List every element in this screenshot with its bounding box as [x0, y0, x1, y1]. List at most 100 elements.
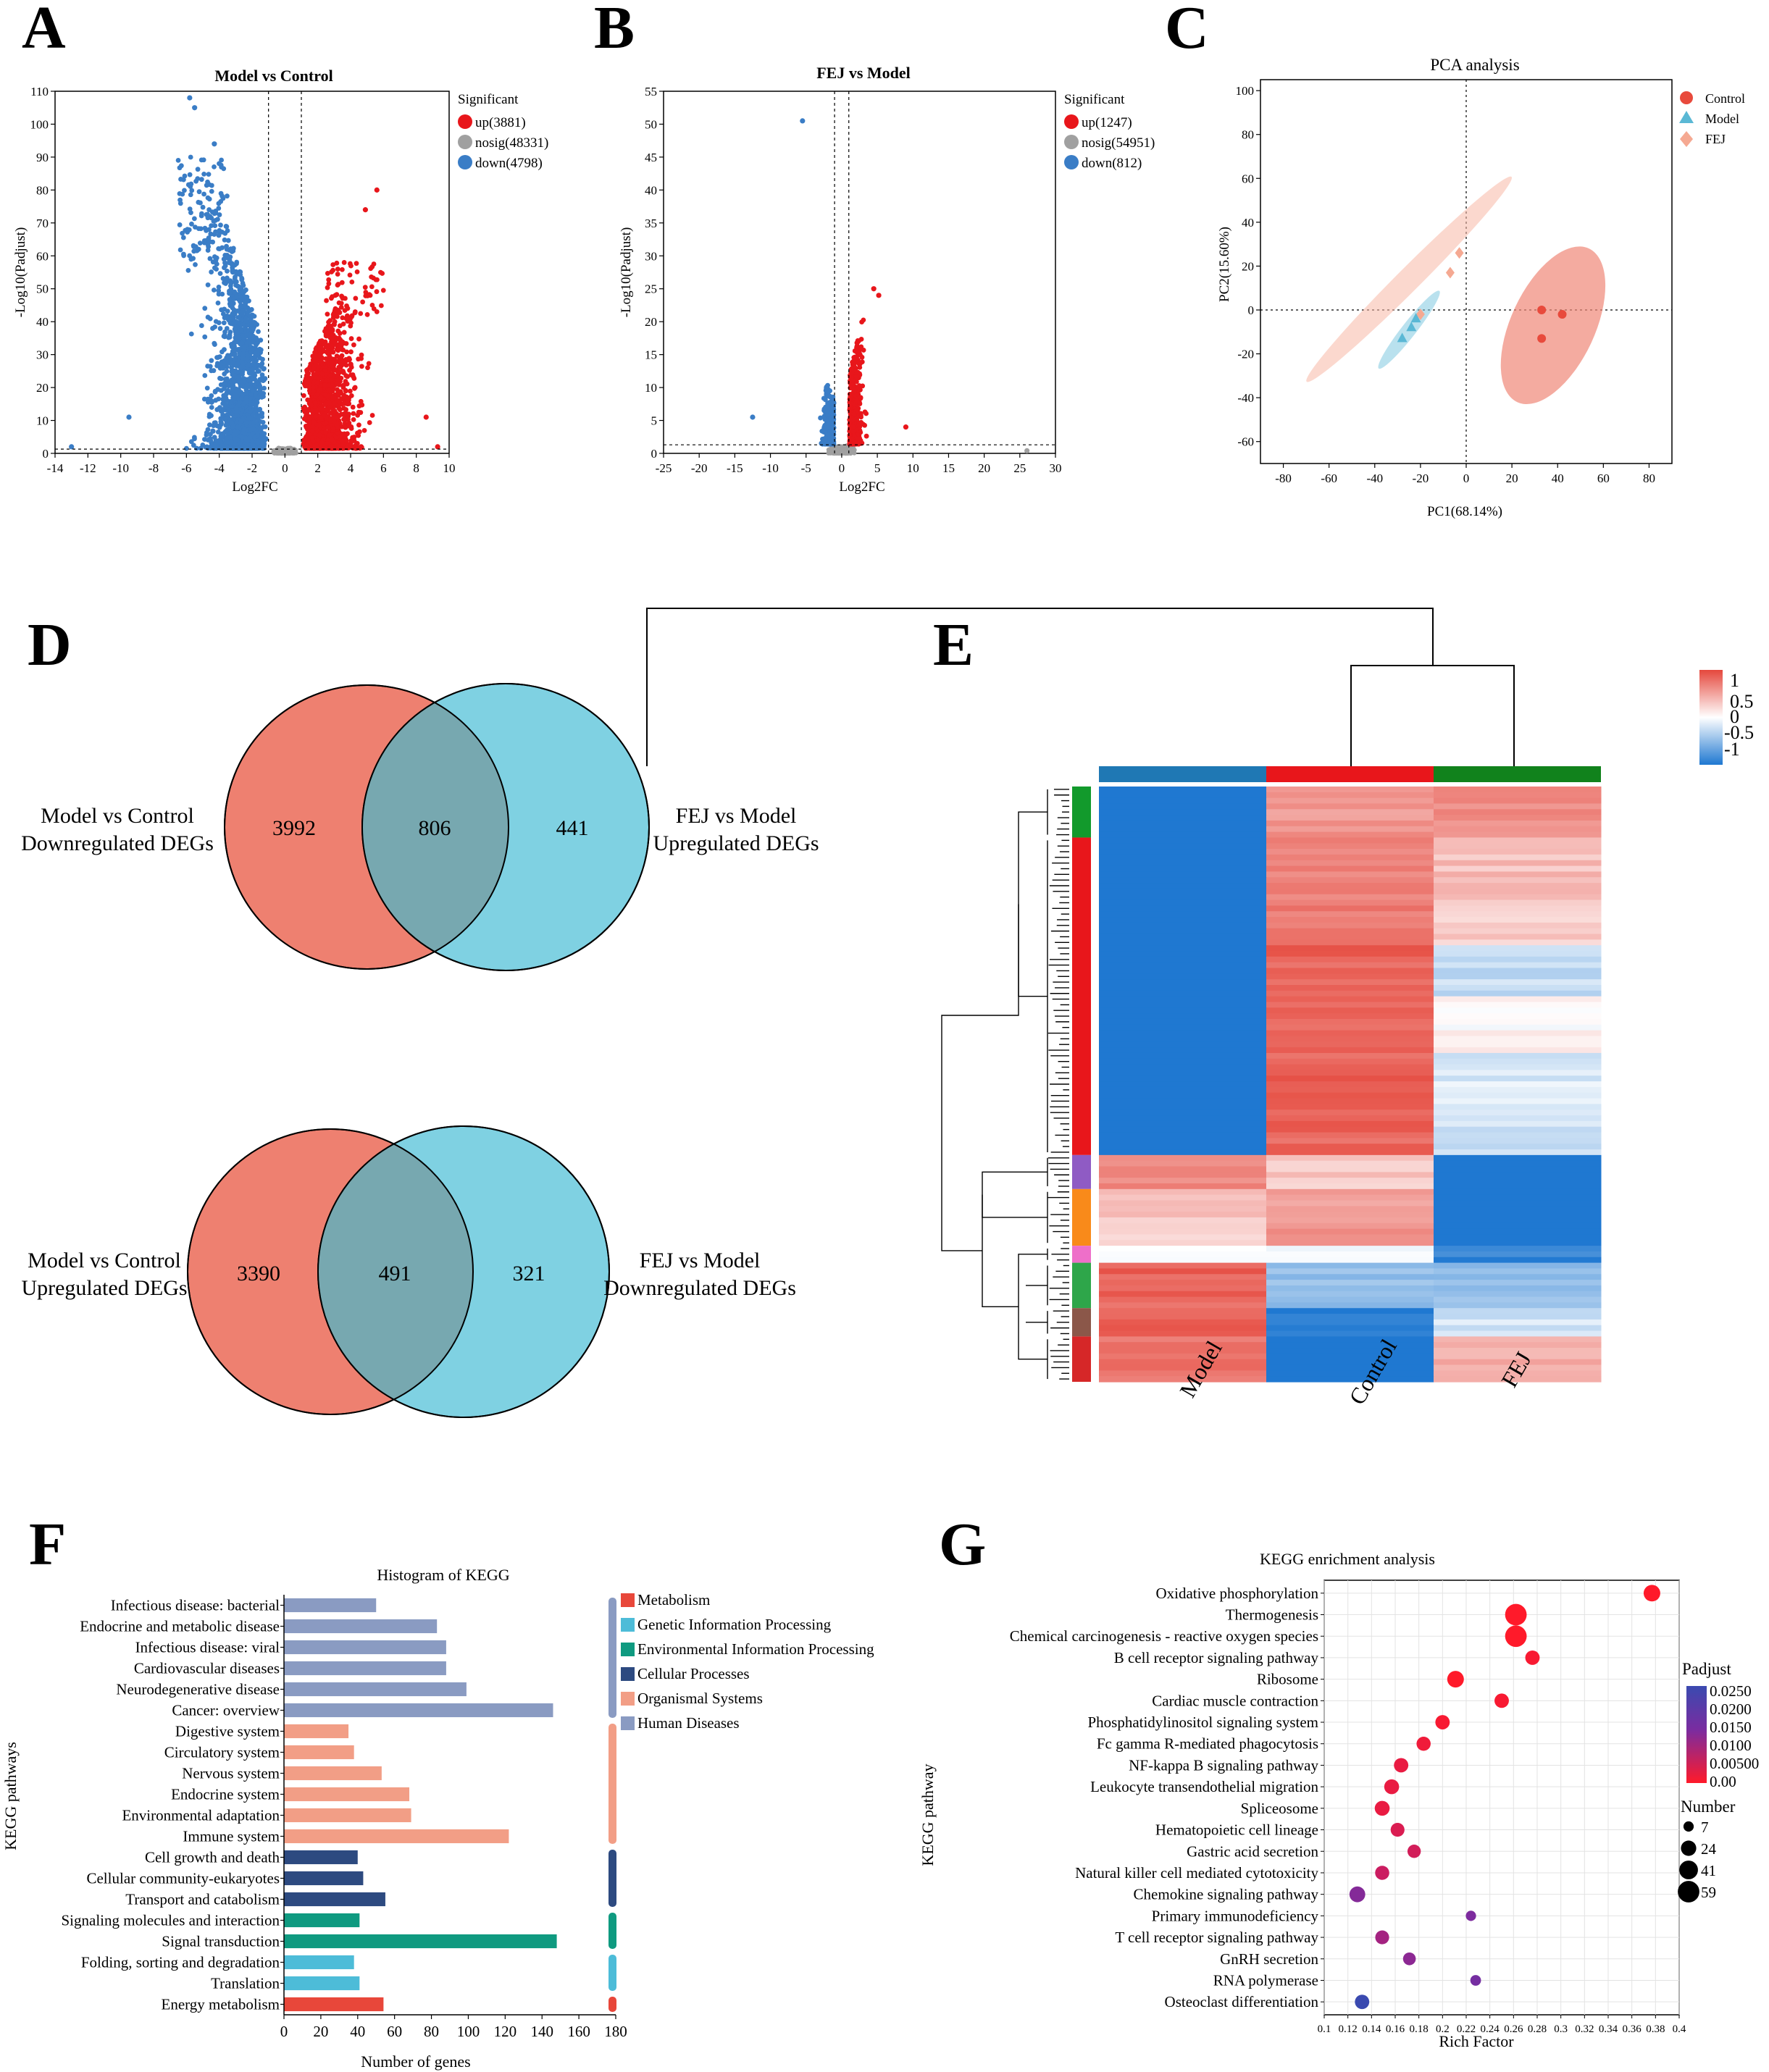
a-point-up	[340, 339, 346, 345]
a-point-up	[339, 353, 345, 358]
a-point-down	[204, 211, 209, 217]
panel-letter-g: G	[939, 1511, 986, 1578]
a-point-down	[249, 386, 255, 392]
a-point-up	[310, 410, 316, 416]
a-point-down	[225, 313, 230, 319]
a-point-down	[240, 309, 246, 314]
a-point-up	[348, 426, 354, 431]
b-point-nosig	[842, 450, 848, 456]
a-point-down	[218, 222, 223, 228]
a-point-down	[243, 390, 249, 396]
a-point-down	[188, 192, 193, 198]
a-point-down	[223, 281, 228, 286]
a-point-down	[210, 428, 216, 434]
a-point-down	[216, 285, 222, 290]
a-point-down	[219, 349, 225, 355]
a-point-up	[369, 302, 375, 308]
a-point-up	[323, 445, 329, 451]
a-point-up	[317, 345, 322, 351]
a-point-down	[251, 427, 256, 432]
a-point-down	[211, 423, 217, 429]
a-point-down	[238, 294, 243, 300]
a-point-down	[238, 269, 243, 274]
a-point-down	[243, 431, 248, 436]
a-point-up	[304, 367, 309, 373]
a-point-up	[361, 427, 367, 433]
a-point-up	[338, 375, 344, 381]
a-point-up	[325, 285, 330, 290]
a-point-up	[317, 340, 322, 346]
a-point-down	[229, 344, 235, 350]
a-point-down	[230, 360, 236, 365]
a-point-up	[356, 403, 362, 408]
a-point-up	[324, 349, 330, 355]
a-xtick-label-1: -12	[80, 461, 96, 475]
a-point-up	[322, 429, 328, 435]
a-point-down	[230, 311, 235, 316]
a-point-down	[213, 398, 219, 403]
a-point-up	[336, 382, 342, 387]
a-point-down	[192, 105, 198, 111]
a-point-down	[202, 225, 208, 231]
a-point-down	[241, 345, 247, 350]
a-xtick-label-7: 0	[282, 461, 288, 475]
a-point-up	[344, 381, 350, 387]
a-point-up	[343, 316, 349, 321]
a-point-down	[195, 176, 201, 182]
a-point-up	[351, 342, 356, 348]
a-point-down	[177, 201, 183, 206]
a-point-down	[251, 382, 257, 387]
a-point-down	[218, 162, 224, 168]
a-point-down	[233, 368, 238, 374]
a-ytick-label-10: 100	[30, 117, 49, 131]
a-point-down	[243, 385, 249, 391]
a-point-up	[330, 262, 336, 267]
panel-letter-f: F	[29, 1511, 66, 1578]
a-point-down	[258, 427, 264, 433]
a-point-up	[333, 293, 338, 298]
a-point-down	[220, 412, 225, 418]
a-point-down	[184, 445, 189, 451]
a-point-up	[332, 322, 337, 327]
a-point-up	[306, 445, 312, 451]
a-point-down	[69, 444, 75, 450]
a-point-up	[378, 303, 384, 309]
a-ytick-label-1: 10	[36, 414, 49, 428]
a-point-down	[207, 316, 213, 322]
a-point-up	[325, 311, 330, 317]
a-point-up	[323, 420, 329, 426]
a-point-down	[257, 383, 262, 389]
a-point-up	[317, 421, 322, 427]
a-points	[69, 95, 440, 456]
a-point-up	[339, 439, 345, 444]
a-point-down	[212, 223, 218, 229]
a-point-down	[209, 188, 214, 194]
a-point-down	[219, 157, 224, 163]
a-point-down	[214, 407, 220, 412]
a-point-up	[322, 382, 327, 388]
panel-letter-b: B	[594, 0, 635, 62]
a-point-up	[330, 411, 336, 417]
a-ytick-label-9: 90	[36, 151, 49, 164]
a-point-up	[310, 424, 316, 429]
b-title: FEJ vs Model	[816, 64, 911, 82]
a-point-down	[227, 330, 233, 335]
a-point-down	[211, 288, 217, 293]
a-point-down	[225, 360, 230, 366]
a-point-down	[182, 173, 188, 179]
a-point-down	[237, 400, 243, 406]
a-xtick-label-10: 6	[380, 461, 387, 475]
a-point-down	[241, 378, 247, 384]
a-point-up	[348, 323, 354, 329]
a-point-down	[227, 288, 232, 294]
a-point-down	[223, 224, 229, 229]
a-point-down	[224, 435, 230, 440]
a-xtick-label-5: -4	[214, 461, 225, 475]
a-point-up	[369, 413, 375, 418]
a-point-down	[195, 167, 201, 172]
a-point-down	[202, 373, 208, 378]
a-point-down	[236, 314, 242, 320]
a-point-down	[204, 432, 209, 437]
a-point-down	[226, 317, 232, 323]
a-xtick-label-9: 4	[348, 461, 354, 475]
